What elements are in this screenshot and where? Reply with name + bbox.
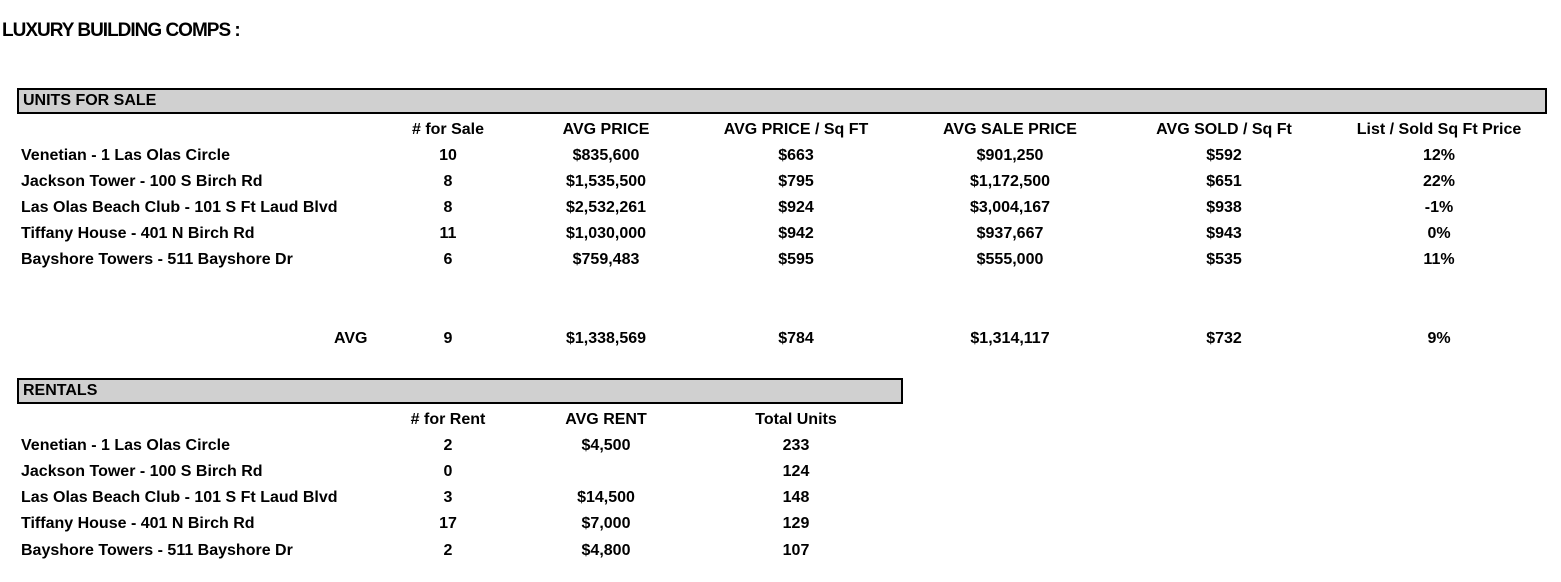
- cell-avg-sale-price: $937,667: [976, 225, 1044, 242]
- cell-avg-rent: $4,800: [581, 542, 631, 559]
- cell-for-sale: 6: [443, 251, 453, 268]
- building-name: Jackson Tower - 100 S Birch Rd: [21, 463, 263, 480]
- avg-label: AVG: [334, 330, 368, 347]
- cell-avg-sale-price: $901,250: [976, 147, 1044, 164]
- cell-avg-price: $2,532,261: [565, 199, 647, 216]
- building-name: Jackson Tower - 100 S Birch Rd: [21, 173, 263, 190]
- col-header-for-sale: # for Sale: [411, 121, 485, 138]
- col-header-avg-sold-sqft: AVG SOLD / Sq Ft: [1156, 121, 1292, 138]
- cell-avg-sale-price: $3,004,167: [969, 199, 1051, 216]
- cell-avg-price: $1,535,500: [565, 173, 647, 190]
- cell-avg-sold-sqft: $938: [1206, 199, 1242, 216]
- cell-avg-rent: $4,500: [581, 437, 631, 454]
- avg-avg-price: $1,338,569: [565, 330, 647, 347]
- avg-avg-sale-price: $1,314,117: [970, 330, 1050, 347]
- building-name: Las Olas Beach Club - 101 S Ft Laud Blvd: [21, 199, 338, 216]
- col-header-avg-rent: AVG RENT: [565, 411, 647, 428]
- cell-for-sale: 8: [443, 199, 453, 216]
- building-name: Las Olas Beach Club - 101 S Ft Laud Blvd: [21, 489, 338, 506]
- cell-avg-price: $835,600: [572, 147, 640, 164]
- rentals-header: RENTALS: [17, 378, 903, 404]
- cell-avg-sold-sqft: $651: [1206, 173, 1242, 190]
- col-header-avg-sale-price: AVG SALE PRICE: [943, 121, 1077, 138]
- avg-avg-price-sqft: $784: [778, 330, 814, 347]
- col-header-avg-price-sqft: AVG PRICE / Sq FT: [723, 121, 869, 138]
- cell-for-sale: 11: [439, 225, 457, 242]
- cell-total-units: 129: [782, 515, 810, 532]
- cell-for-sale: 10: [439, 147, 457, 164]
- cell-avg-price: $759,483: [572, 251, 640, 268]
- cell-total-units: 233: [782, 437, 810, 454]
- cell-total-units: 107: [782, 542, 810, 559]
- cell-list-sold-ratio: 22%: [1422, 173, 1456, 190]
- avg-avg-sold-sqft: $732: [1206, 330, 1242, 347]
- building-name: Tiffany House - 401 N Birch Rd: [21, 515, 255, 532]
- avg-list-sold-ratio: 9%: [1427, 330, 1451, 347]
- cell-avg-price-sqft: $595: [778, 251, 814, 268]
- cell-list-sold-ratio: 11%: [1423, 251, 1455, 268]
- cell-avg-price: $1,030,000: [565, 225, 647, 242]
- cell-avg-price-sqft: $663: [778, 147, 814, 164]
- building-name: Bayshore Towers - 511 Bayshore Dr: [21, 251, 293, 268]
- building-name: Venetian - 1 Las Olas Circle: [21, 147, 230, 164]
- building-name: Venetian - 1 Las Olas Circle: [21, 437, 230, 454]
- cell-for-sale: 8: [443, 173, 453, 190]
- col-header-for-rent: # for Rent: [410, 411, 486, 428]
- col-header-list-sold-ratio: List / Sold Sq Ft Price: [1356, 121, 1522, 138]
- cell-list-sold-ratio: -1%: [1424, 199, 1454, 216]
- page-title: LUXURY BUILDING COMPS :: [2, 20, 241, 41]
- col-header-avg-price: AVG PRICE: [562, 121, 650, 138]
- cell-for-rent: 17: [439, 515, 457, 532]
- cell-for-rent: 2: [443, 542, 453, 559]
- avg-for-sale: 9: [443, 330, 453, 347]
- cell-for-rent: 2: [443, 437, 453, 454]
- cell-avg-sold-sqft: $535: [1206, 251, 1242, 268]
- cell-list-sold-ratio: 12%: [1422, 147, 1456, 164]
- cell-for-rent: 0: [443, 463, 453, 480]
- cell-avg-rent: $14,500: [577, 489, 635, 506]
- cell-avg-price-sqft: $924: [778, 199, 814, 216]
- cell-avg-sale-price: $1,172,500: [969, 173, 1051, 190]
- cell-total-units: 124: [782, 463, 810, 480]
- cell-avg-sale-price: $555,000: [976, 251, 1044, 268]
- cell-total-units: 148: [782, 489, 810, 506]
- cell-avg-sold-sqft: $943: [1206, 225, 1242, 242]
- col-header-total-units: Total Units: [755, 411, 837, 428]
- cell-for-rent: 3: [443, 489, 453, 506]
- cell-avg-price-sqft: $942: [778, 225, 814, 242]
- cell-avg-sold-sqft: $592: [1206, 147, 1242, 164]
- building-name: Bayshore Towers - 511 Bayshore Dr: [21, 542, 293, 559]
- cell-list-sold-ratio: 0%: [1427, 225, 1451, 242]
- cell-avg-rent: $7,000: [581, 515, 631, 532]
- building-name: Tiffany House - 401 N Birch Rd: [21, 225, 255, 242]
- units-for-sale-header: UNITS FOR SALE: [17, 88, 1547, 114]
- cell-avg-price-sqft: $795: [778, 173, 814, 190]
